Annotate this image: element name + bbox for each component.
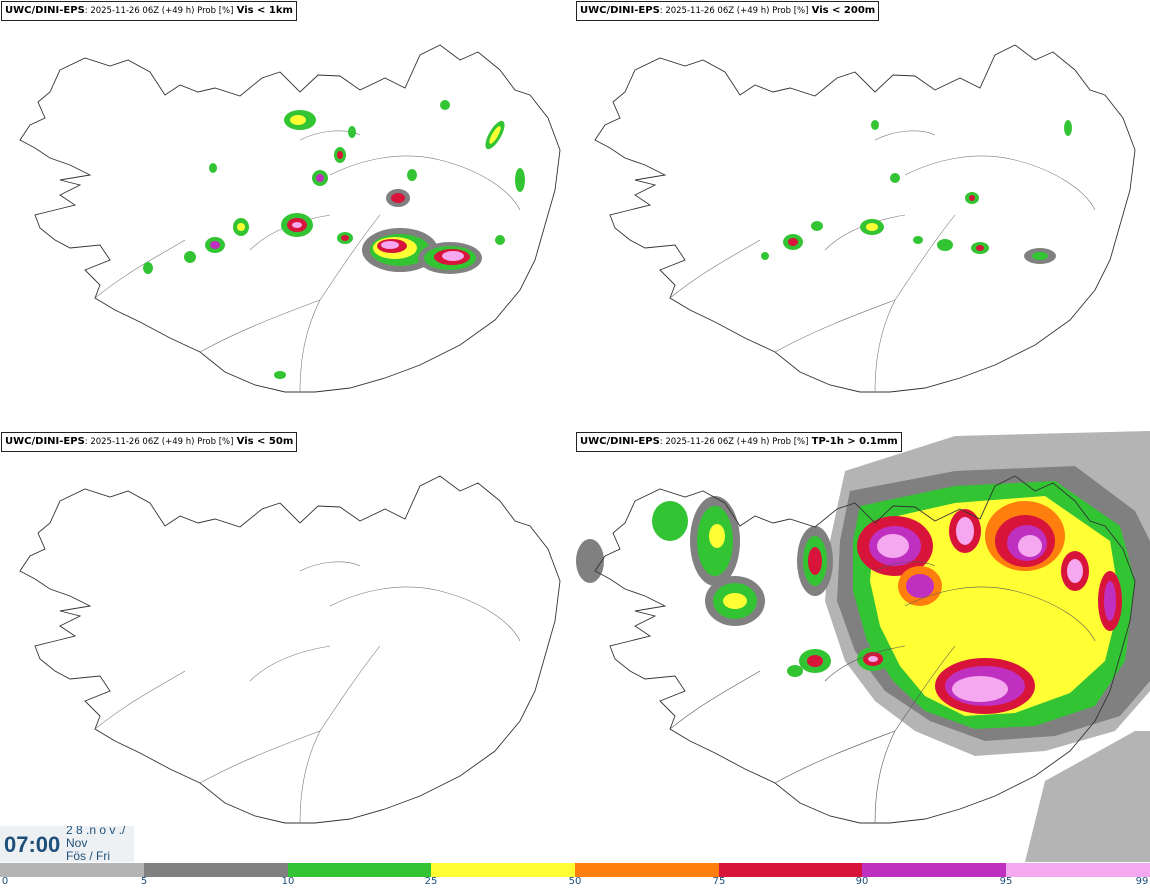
valid-time-box: 07:00 2 8 .n o v ./ Nov Fös / Fri: [0, 826, 134, 862]
colorbar-segment: [431, 863, 575, 877]
run-info: : 2025-11-26 06Z (+49 h) Prob [%]: [84, 437, 234, 447]
colorbar-tick: 25: [424, 876, 438, 887]
colorbar-legend: 0 5 10 25 50 75 90 95 99: [0, 862, 1150, 891]
map-panel-tp-1h: UWC/DINI-EPS: 2025-11-26 06Z (+49 h) Pro…: [575, 431, 1150, 862]
panel-title: UWC/DINI-EPS: 2025-11-26 06Z (+49 h) Pro…: [1, 1, 297, 21]
colorbar-segment: [144, 863, 288, 877]
map-canvas: [19, 475, 561, 824]
colorbar-tick: 50: [568, 876, 582, 887]
model-name: UWC/DINI-EPS: [5, 5, 85, 16]
colorbar-tick: 5: [140, 876, 148, 887]
colorbar-tick: 90: [855, 876, 869, 887]
run-info: : 2025-11-26 06Z (+49 h) Prob [%]: [84, 6, 234, 16]
map-canvas: [576, 431, 1150, 862]
model-name: UWC/DINI-EPS: [580, 436, 660, 447]
date-line-2: Nov: [66, 836, 88, 850]
colorbar-tick: 0: [1, 876, 9, 887]
model-name: UWC/DINI-EPS: [5, 436, 85, 447]
probability-field: [576, 431, 1150, 862]
colorbar-tick: 95: [999, 876, 1013, 887]
variable-label: Vis < 50m: [236, 436, 294, 447]
map-panel-vis-1km: UWC/DINI-EPS: 2025-11-26 06Z (+49 h) Pro…: [0, 0, 575, 431]
panel-title: UWC/DINI-EPS: 2025-11-26 06Z (+49 h) Pro…: [1, 432, 298, 452]
valid-date: 2 8 .n o v ./ Nov Fös / Fri: [66, 826, 125, 862]
model-name: UWC/DINI-EPS: [580, 5, 660, 16]
run-info: : 2025-11-26 06Z (+49 h) Prob [%]: [659, 6, 809, 16]
colorbar-tick: 10: [281, 876, 295, 887]
panel-title: UWC/DINI-EPS: 2025-11-26 06Z (+49 h) Pro…: [576, 1, 880, 21]
map-panel-vis-200m: UWC/DINI-EPS: 2025-11-26 06Z (+49 h) Pro…: [575, 0, 1150, 431]
colorbar-segment: [1006, 863, 1150, 877]
colorbar-segment: [719, 863, 862, 877]
colorbar-segment: [575, 863, 719, 877]
panel-title: UWC/DINI-EPS: 2025-11-26 06Z (+49 h) Pro…: [576, 432, 902, 452]
variable-label: TP-1h > 0.1mm: [811, 436, 898, 447]
colorbar-tick: 99: [1135, 876, 1149, 887]
variable-label: Vis < 200m: [811, 5, 876, 16]
date-line-1: 2 8 .n o v ./: [66, 826, 126, 837]
colorbar-segment: [288, 863, 431, 877]
map-canvas: [19, 44, 561, 393]
colorbar-segment: [862, 863, 1006, 877]
map-canvas: [594, 44, 1136, 393]
map-panel-vis-50m: UWC/DINI-EPS: 2025-11-26 06Z (+49 h) Pro…: [0, 431, 575, 862]
valid-time-clock: 07:00: [4, 832, 61, 857]
colorbar-segment: [0, 863, 144, 877]
variable-label: Vis < 1km: [236, 5, 293, 16]
probability-blobs: [761, 120, 1072, 264]
colorbar-tick: 75: [712, 876, 726, 887]
date-line-3: Fös / Fri: [66, 849, 110, 863]
run-info: : 2025-11-26 06Z (+49 h) Prob [%]: [659, 437, 809, 447]
probability-blobs: [143, 100, 525, 379]
